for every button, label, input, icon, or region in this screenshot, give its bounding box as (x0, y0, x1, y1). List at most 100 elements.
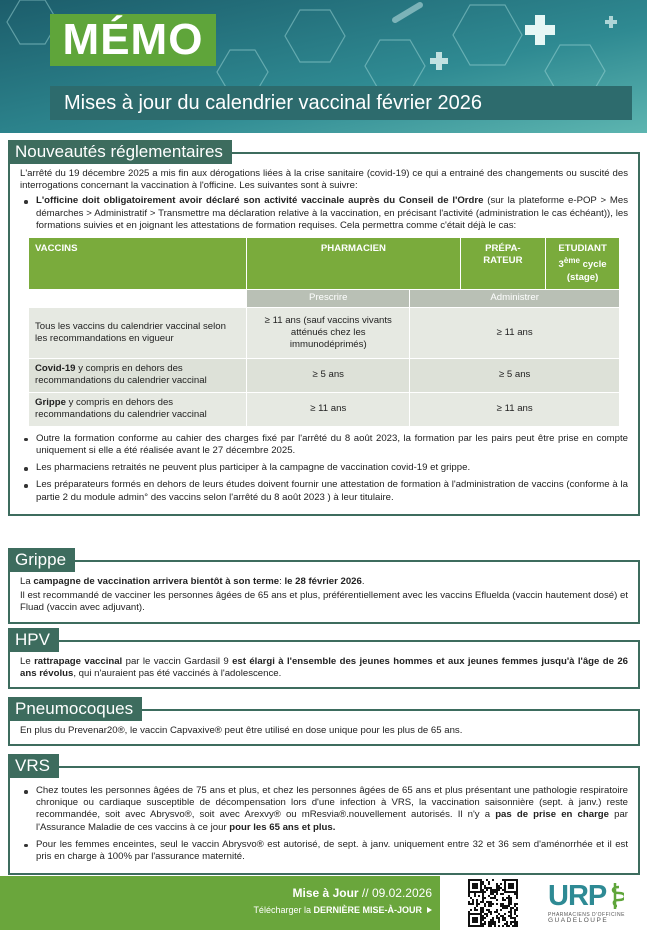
bullet-dot (24, 200, 28, 204)
qr-module (504, 907, 506, 909)
qr-module (498, 919, 500, 921)
qr-module (510, 923, 512, 925)
pill-icon (392, 2, 423, 23)
qr-module (486, 879, 488, 881)
text-run: y compris en dehors des recommandations … (35, 363, 207, 387)
qr-module (508, 895, 510, 897)
text-run: y compris en dehors des recommandations … (35, 397, 207, 421)
qr-module (490, 925, 492, 927)
bold-text: rattrapage vaccinal (34, 656, 123, 667)
logo-serpent (611, 883, 627, 909)
qr-module (514, 903, 516, 905)
text-run: (sur la plateforme e-POP > Mes démarches… (36, 195, 629, 231)
qr-module (490, 889, 492, 891)
text-run: La (20, 576, 34, 587)
bullet-dot (24, 843, 28, 848)
paragraph: Le rattrapage vaccinal par le vaccin Gar… (20, 656, 628, 680)
qr-module (514, 919, 516, 921)
qr-module (486, 913, 488, 915)
qr-module (486, 901, 488, 903)
qr-module (490, 911, 492, 913)
table-header: PRÉPA-RATEUR (460, 238, 546, 289)
qr-module (490, 913, 492, 915)
download-link[interactable]: DERNIÈRE MISE-À-JOUR (313, 905, 422, 915)
qr-module (484, 913, 486, 915)
qr-module (516, 903, 518, 905)
qr-module (468, 903, 470, 905)
paragraph: Il est recommandé de vacciner les person… (20, 590, 628, 614)
bold-text: Grippe (35, 397, 66, 409)
qr-module (492, 919, 494, 921)
qr-module (490, 901, 492, 903)
qr-module (516, 925, 518, 927)
qr-module (502, 897, 504, 899)
text-run: PRÉPA-RATEUR (483, 243, 523, 267)
qr-module (514, 917, 516, 919)
arrow-icon (427, 907, 432, 913)
qr-module (516, 897, 518, 899)
section-box: Le rattrapage vaccinal par le vaccin Gar… (8, 640, 640, 690)
qr-module (514, 905, 516, 907)
qr-module (492, 903, 494, 905)
text-run: , qui n'auraient pas été vaccinés à l'ad… (73, 668, 282, 680)
qr-module (498, 889, 500, 891)
update-line: Mise à Jour // 09.02.2026 (0, 886, 432, 901)
qr-module (502, 893, 504, 895)
qr-module (488, 895, 490, 897)
prescribe-cell: ≥ 5 ans (247, 358, 410, 392)
table-row: Covid-19 y compris en dehors des recomma… (29, 358, 619, 392)
qr-module (486, 889, 488, 891)
qr-module (478, 895, 480, 897)
qr-module (468, 893, 470, 895)
bullet-dot (24, 790, 28, 794)
text-run: ème (563, 256, 580, 266)
qr-module (488, 901, 490, 903)
qr-module (512, 917, 514, 919)
qr-module (470, 909, 472, 911)
section-box: Chez toutes les personnes âgées de 75 an… (8, 766, 640, 876)
qr-module (468, 911, 470, 913)
qr-module (488, 921, 490, 923)
qr-module (510, 903, 512, 905)
qr-module (508, 915, 510, 917)
qr-module (508, 899, 510, 901)
qr-module (502, 879, 504, 881)
qr-module (482, 919, 484, 921)
update-label: Mise à Jour (292, 886, 359, 900)
qr-module (502, 917, 504, 919)
qr-module (482, 901, 484, 903)
qr-module (512, 907, 514, 909)
bullet-item: L'officine doit obligatoirement avoir dé… (20, 195, 628, 232)
qr-module (514, 925, 516, 927)
qr-module (494, 911, 496, 913)
qr-module (482, 923, 484, 925)
qr-module (492, 879, 494, 881)
section: HPV Le rattrapage vaccinal par le vaccin … (8, 628, 640, 690)
qr-module (482, 895, 484, 897)
text-run: par le vaccin Gardasil 9 (122, 656, 233, 667)
qr-module (484, 917, 486, 919)
qr-module (472, 901, 474, 903)
paragraph: En plus du Prevenar20®, le vaccin Capvax… (20, 725, 628, 737)
footer-bar: Mise à Jour // 09.02.2026 Télécharger la… (0, 876, 440, 930)
qr-module (482, 917, 484, 919)
qr-module (516, 923, 518, 925)
qr-module (502, 899, 504, 901)
section-title: HPV (8, 628, 59, 652)
administer-cell: ≥ 11 ans (410, 307, 619, 358)
qr-module (478, 903, 480, 905)
qr-code[interactable] (466, 877, 520, 929)
header-row: VACCINS PHARMACIEN PRÉPA-RATEUR ETUDIANT 3è… (29, 238, 619, 289)
qr-module (498, 913, 500, 915)
qr-module (472, 917, 478, 923)
qr-module (488, 911, 490, 913)
qr-module (472, 899, 474, 901)
qr-module (490, 905, 492, 907)
qr-module (474, 909, 476, 911)
table-row: Grippe y compris en dehors des recommand… (29, 392, 619, 426)
qr-module (508, 901, 510, 903)
table-subheader: Prescrire (247, 289, 410, 307)
qr-module (486, 909, 488, 911)
qr-module (482, 925, 484, 927)
download-line[interactable]: Télécharger la DERNIÈRE MISE-À-JOUR (0, 903, 432, 917)
